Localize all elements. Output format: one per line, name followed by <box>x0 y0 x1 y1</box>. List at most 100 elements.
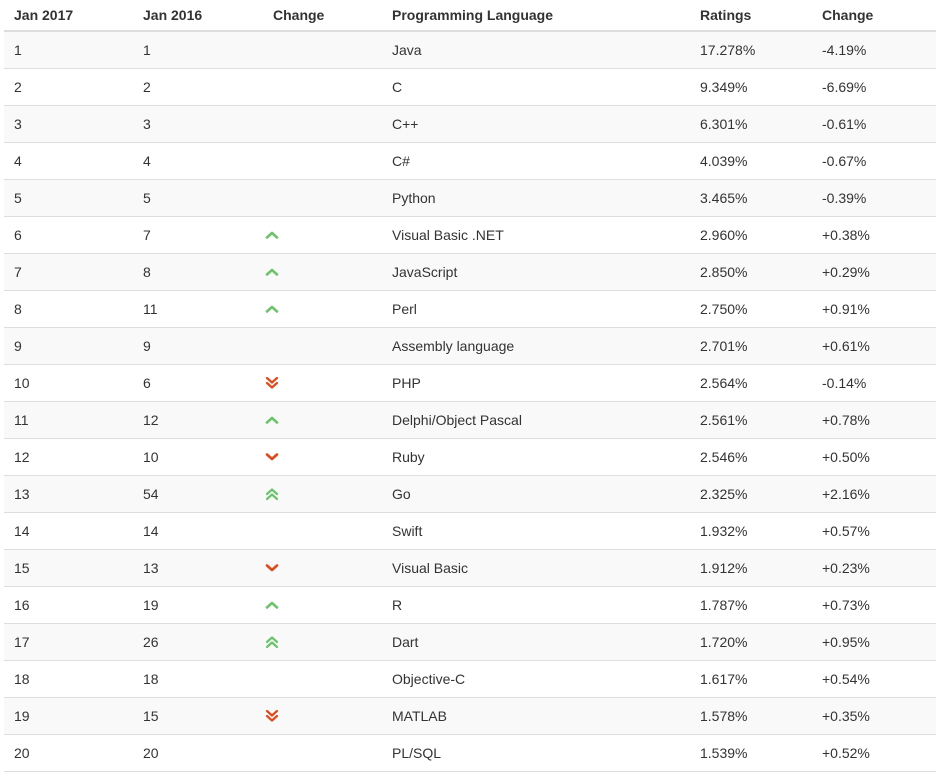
language-cell: Swift <box>382 512 690 550</box>
table-row: 11 12 Delphi/Object Pascal 2.561% +0.78% <box>4 401 936 439</box>
ratings-cell: 2.960% <box>690 216 812 254</box>
trend-cell <box>263 697 382 735</box>
ratings-cell: 9.349% <box>690 68 812 106</box>
rank-2016-cell: 3 <box>133 105 263 143</box>
ratings-cell: 2.701% <box>690 327 812 365</box>
table-body: 1 1 Java 17.278% -4.19% 2 2 C 9.349% -6.69% 3 3 C++ 6… <box>4 30 936 772</box>
rank-2017-cell: 12 <box>4 438 133 476</box>
rank-2016-cell: 7 <box>133 216 263 254</box>
ratings-cell: 17.278% <box>690 30 812 69</box>
table-row: 1 1 Java 17.278% -4.19% <box>4 30 936 69</box>
change-percent-cell: +2.16% <box>812 475 936 513</box>
rank-2017-cell: 2 <box>4 68 133 106</box>
trend-cell <box>263 216 382 254</box>
rank-2016-cell: 5 <box>133 179 263 217</box>
change-percent-cell: +0.57% <box>812 512 936 550</box>
rank-2016-cell: 11 <box>133 290 263 328</box>
trend-cell <box>263 327 382 365</box>
table-row: 14 14 Swift 1.932% +0.57% <box>4 512 936 550</box>
change-percent-cell: -0.67% <box>812 142 936 180</box>
ratings-cell: 1.787% <box>690 586 812 624</box>
trend-cell <box>263 30 382 69</box>
ratings-cell: 2.564% <box>690 364 812 402</box>
table-row: 2 2 C 9.349% -6.69% <box>4 68 936 106</box>
language-cell: Python <box>382 179 690 217</box>
header-change-icon: Change <box>263 0 382 32</box>
change-percent-cell: +0.61% <box>812 327 936 365</box>
language-cell: MATLAB <box>382 697 690 735</box>
rank-2016-cell: 54 <box>133 475 263 513</box>
change-percent-cell: +0.54% <box>812 660 936 698</box>
table-row: 12 10 Ruby 2.546% +0.50% <box>4 438 936 476</box>
trend-cell <box>263 549 382 587</box>
rank-2016-cell: 15 <box>133 697 263 735</box>
rank-2017-cell: 1 <box>4 30 133 69</box>
table-row: 20 20 PL/SQL 1.539% +0.52% <box>4 734 936 772</box>
ratings-cell: 2.850% <box>690 253 812 291</box>
rank-2016-cell: 26 <box>133 623 263 661</box>
trend-cell <box>263 253 382 291</box>
rank-2016-cell: 14 <box>133 512 263 550</box>
double-chevron-down-icon <box>265 709 279 723</box>
rank-2016-cell: 8 <box>133 253 263 291</box>
table-row: 10 6 PHP 2.564% -0.14% <box>4 364 936 402</box>
ratings-cell: 3.465% <box>690 179 812 217</box>
rank-2016-cell: 9 <box>133 327 263 365</box>
rank-2017-cell: 8 <box>4 290 133 328</box>
chevron-down-icon <box>265 561 279 575</box>
rank-2016-cell: 12 <box>133 401 263 439</box>
ratings-cell: 1.539% <box>690 734 812 772</box>
language-cell: Assembly language <box>382 327 690 365</box>
table-header-row: Jan 2017 Jan 2016 Change Programming Lan… <box>4 0 936 32</box>
table-row: 15 13 Visual Basic 1.912% +0.23% <box>4 549 936 587</box>
rank-2017-cell: 6 <box>4 216 133 254</box>
table-row: 8 11 Perl 2.750% +0.91% <box>4 290 936 328</box>
language-cell: R <box>382 586 690 624</box>
double-chevron-up-icon <box>265 635 279 649</box>
rank-2017-cell: 13 <box>4 475 133 513</box>
chevron-up-icon <box>265 265 279 279</box>
trend-cell <box>263 142 382 180</box>
ratings-cell: 6.301% <box>690 105 812 143</box>
change-percent-cell: +0.91% <box>812 290 936 328</box>
table-row: 7 8 JavaScript 2.850% +0.29% <box>4 253 936 291</box>
rank-2017-cell: 19 <box>4 697 133 735</box>
rank-2017-cell: 16 <box>4 586 133 624</box>
chevron-up-icon <box>265 228 279 242</box>
language-cell: C <box>382 68 690 106</box>
table-row: 5 5 Python 3.465% -0.39% <box>4 179 936 217</box>
language-cell: JavaScript <box>382 253 690 291</box>
ratings-cell: 1.932% <box>690 512 812 550</box>
ratings-cell: 1.617% <box>690 660 812 698</box>
language-cell: Dart <box>382 623 690 661</box>
change-percent-cell: +0.73% <box>812 586 936 624</box>
rank-2017-cell: 11 <box>4 401 133 439</box>
table-row: 13 54 Go 2.325% +2.16% <box>4 475 936 513</box>
rank-2016-cell: 2 <box>133 68 263 106</box>
table-row: 4 4 C# 4.039% -0.67% <box>4 142 936 180</box>
ratings-cell: 1.720% <box>690 623 812 661</box>
trend-cell <box>263 660 382 698</box>
change-percent-cell: +0.38% <box>812 216 936 254</box>
change-percent-cell: +0.52% <box>812 734 936 772</box>
ratings-cell: 2.750% <box>690 290 812 328</box>
trend-cell <box>263 623 382 661</box>
language-cell: Objective-C <box>382 660 690 698</box>
double-chevron-up-icon <box>265 487 279 501</box>
header-ratings: Ratings <box>690 0 812 32</box>
ratings-cell: 2.561% <box>690 401 812 439</box>
table-row: 3 3 C++ 6.301% -0.61% <box>4 105 936 143</box>
language-cell: PL/SQL <box>382 734 690 772</box>
header-change-percent: Change <box>812 0 936 32</box>
trend-cell <box>263 512 382 550</box>
language-cell: Perl <box>382 290 690 328</box>
rank-2016-cell: 6 <box>133 364 263 402</box>
ratings-cell: 1.912% <box>690 549 812 587</box>
rank-2017-cell: 18 <box>4 660 133 698</box>
change-percent-cell: -4.19% <box>812 30 936 69</box>
trend-cell <box>263 438 382 476</box>
language-cell: C# <box>382 142 690 180</box>
header-programming-language: Programming Language <box>382 0 690 32</box>
trend-cell <box>263 475 382 513</box>
rank-2016-cell: 13 <box>133 549 263 587</box>
